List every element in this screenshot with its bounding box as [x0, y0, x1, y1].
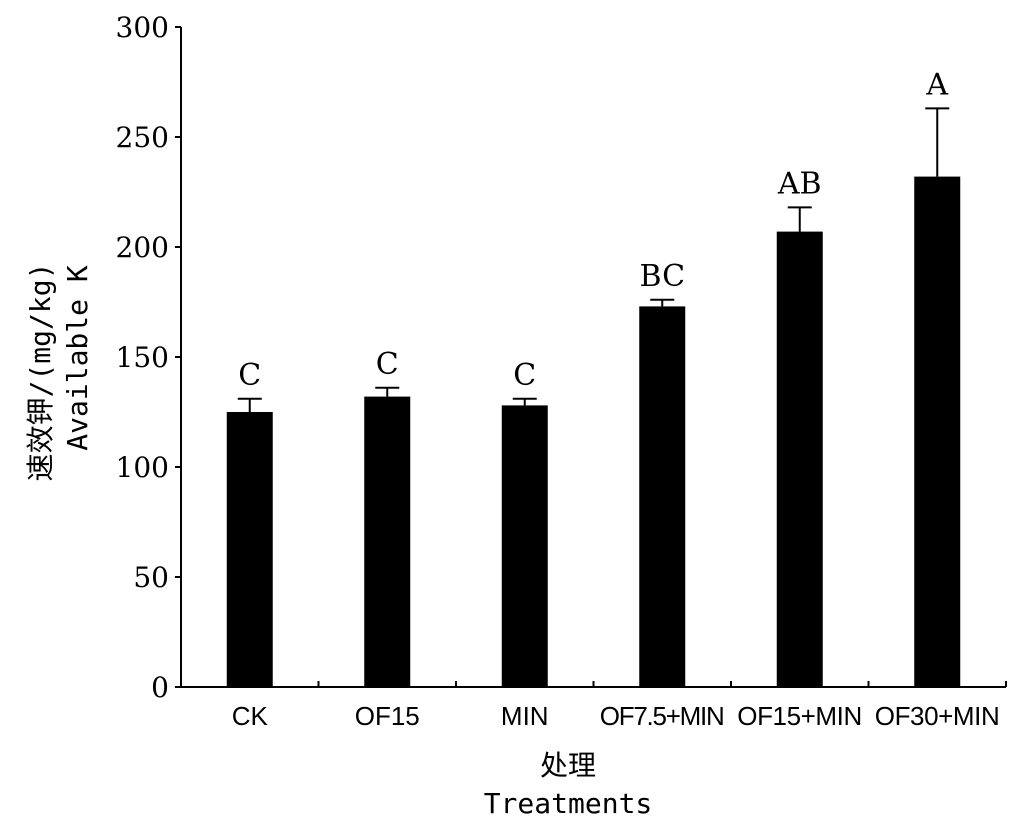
bar [776, 231, 823, 687]
y-tick-label: 0 [151, 671, 169, 704]
bar [914, 176, 961, 687]
significance-label: C [238, 358, 261, 393]
x-axis: CK OF15 MIN OF7.5+MIN OF15+MIN OF30+MIN [181, 681, 1007, 731]
x-axis-label-en: Treatments [484, 787, 653, 820]
x-axis-label-cn: 处理 [540, 749, 596, 782]
bar [364, 396, 411, 687]
x-tick-label: OF15+MIN [737, 701, 862, 731]
x-tick-label: OF30+MIN [875, 701, 1000, 731]
significance-label: BC [639, 259, 685, 294]
y-axis-label-cn: 速效钾/(mg/kg) [24, 263, 57, 482]
x-tick-label: MIN [501, 701, 549, 731]
y-tick-label: 50 [133, 561, 169, 594]
bar [226, 412, 273, 687]
significance-label: AB [777, 166, 822, 201]
x-tick-label: OF15 [355, 701, 420, 731]
x-tick-label: CK [232, 701, 269, 731]
y-axis: 0 50 100 150 200 250 300 [116, 11, 182, 704]
significance-label: C [376, 347, 399, 382]
y-tick-label: 300 [116, 11, 169, 44]
y-tick-label: 250 [116, 121, 169, 154]
significance-label: C [513, 358, 536, 393]
y-axis-label-en: Available K [61, 265, 94, 451]
bar [639, 306, 686, 687]
y-tick-label: 200 [116, 231, 169, 264]
y-tick-label: 150 [116, 341, 169, 374]
y-tick-label: 100 [116, 451, 169, 484]
significance-label: A [925, 67, 948, 102]
bars [226, 176, 961, 687]
bar [501, 405, 548, 687]
significance-labels: C C C BC AB A [238, 67, 948, 392]
x-tick-label: OF7.5+MIN [600, 701, 725, 731]
error-bars [237, 107, 950, 412]
